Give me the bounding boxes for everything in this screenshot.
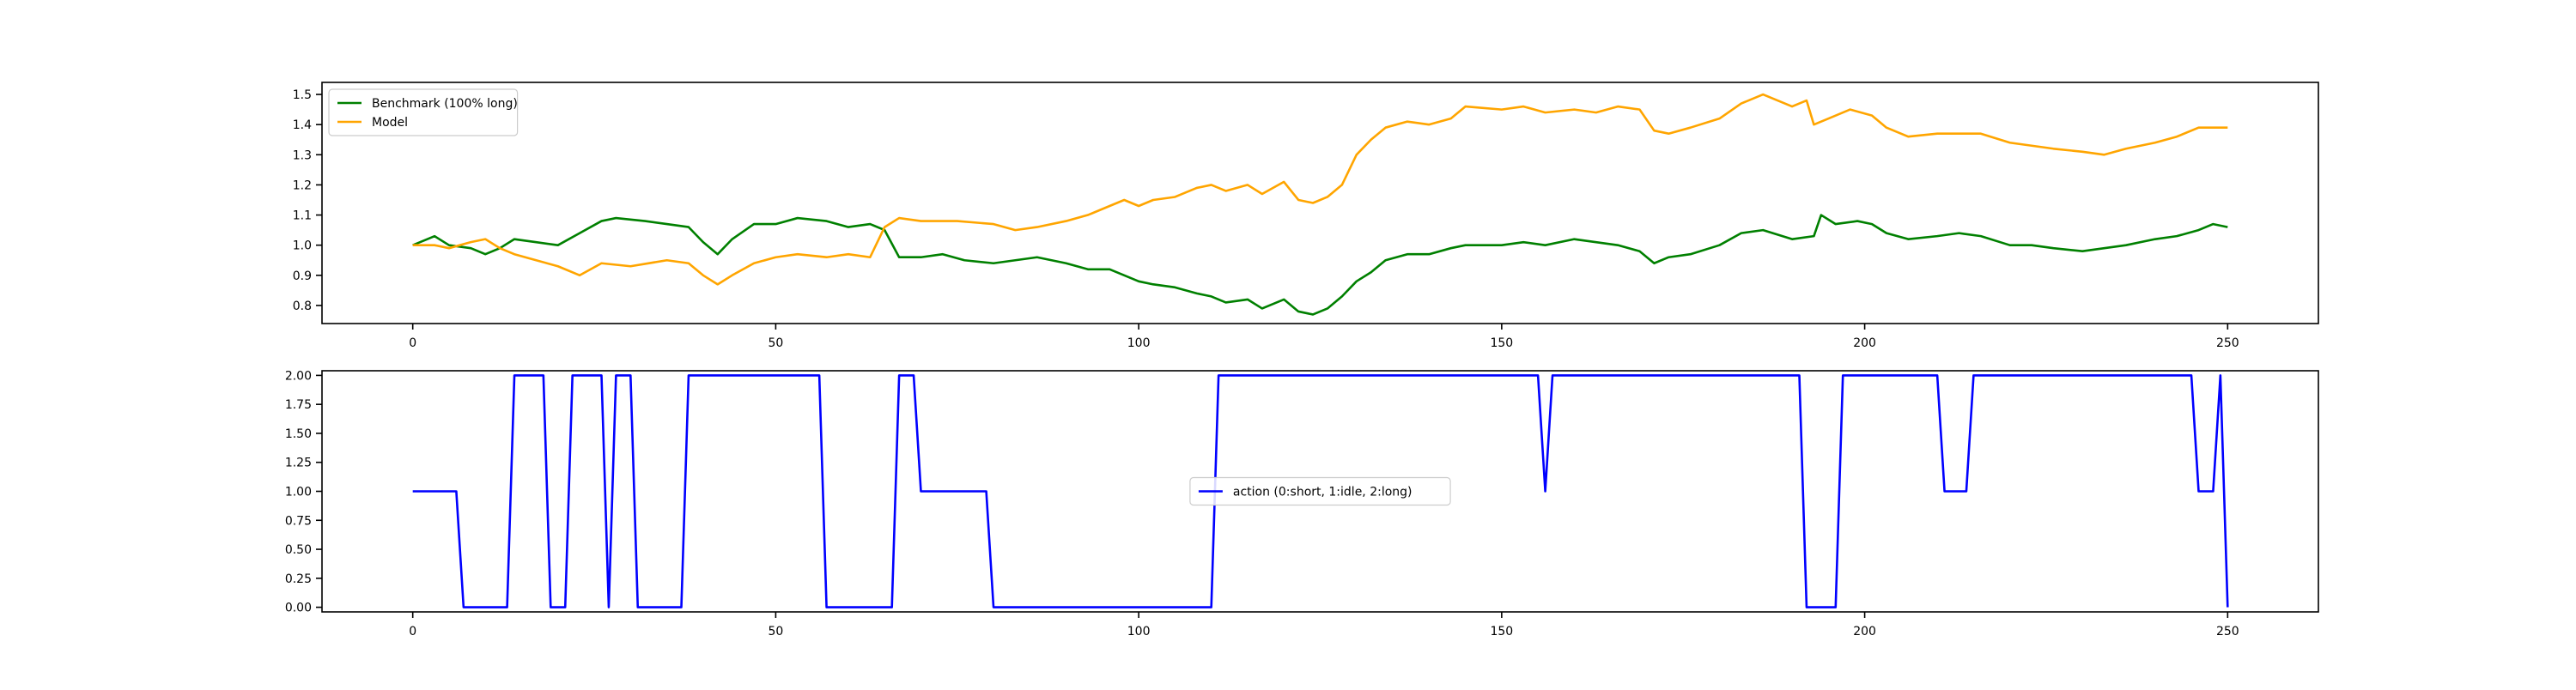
- y-tick-label: 0.00: [285, 602, 312, 615]
- series-line-0: [412, 214, 2228, 316]
- y-tick-label: 1.0: [293, 239, 312, 253]
- legend-box: [328, 88, 519, 136]
- x-tick-label: 0: [409, 625, 416, 639]
- x-tick-label: 100: [1127, 336, 1151, 350]
- x-tick-label: 150: [1490, 625, 1513, 639]
- legend-label-1: Model: [372, 116, 408, 130]
- series-line-0: [412, 374, 2229, 608]
- x-tick-label: 100: [1127, 625, 1151, 639]
- x-tick-label: 50: [768, 625, 783, 639]
- x-tick-label: 250: [2216, 625, 2239, 639]
- benchmark-vs-model-panel: 0 50 100 150 200 250 0.8 0.9 1.0 1.1 1.2 1.3 1.4 1.5 B…: [293, 82, 2319, 350]
- legend-label-0: Benchmark (100% long): [372, 97, 518, 111]
- y-tick-label: 1.1: [293, 209, 312, 223]
- y-tick-label: 1.3: [293, 148, 312, 162]
- y-tick-label: 1.50: [285, 427, 312, 441]
- y-tick-label: 0.75: [285, 514, 312, 528]
- x-tick-label: 0: [409, 336, 416, 350]
- x-tick-label: 150: [1490, 336, 1513, 350]
- y-tick-label: 1.75: [285, 398, 312, 412]
- y-tick-label: 0.25: [285, 572, 312, 586]
- y-tick-label: 1.4: [293, 118, 312, 132]
- x-tick-label: 50: [768, 336, 783, 350]
- legend: Benchmark (100% long) Model: [328, 88, 519, 136]
- y-tick-label: 2.00: [285, 369, 312, 383]
- axes-frame: [321, 82, 2319, 324]
- x-tick-label: 200: [1853, 336, 1876, 350]
- legend: action (0:short, 1:idle, 2:long): [1189, 476, 1451, 506]
- x-tick-label: 200: [1853, 625, 1876, 639]
- y-tick-label: 1.2: [293, 179, 312, 192]
- action-panel: 0 50 100 150 200 250 0.00 0.25 0.50 0.75 1.00 1.25 1…: [285, 369, 2319, 639]
- y-tick-label: 1.25: [285, 457, 312, 470]
- legend-label-0: action (0:short, 1:idle, 2:long): [1233, 486, 1413, 499]
- x-tick-label: 250: [2216, 336, 2239, 350]
- y-tick-label: 0.50: [285, 543, 312, 557]
- y-tick-label: 1.00: [285, 486, 312, 499]
- legend-box: [1189, 476, 1451, 506]
- y-tick-label: 1.5: [293, 88, 312, 102]
- series-line-1: [412, 93, 2228, 286]
- y-tick-label: 0.9: [293, 269, 312, 283]
- y-tick-label: 0.8: [293, 300, 312, 313]
